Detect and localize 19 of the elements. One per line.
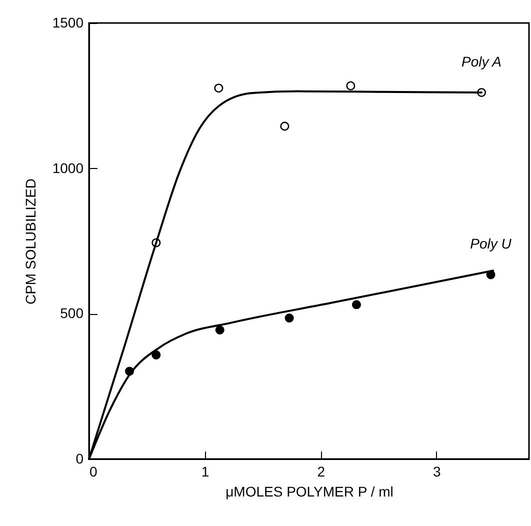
y-tick-label: 1500	[52, 14, 84, 30]
point	[280, 122, 290, 131]
y-axis-title: CPM SOLUBILIZED	[22, 178, 38, 305]
x-tick-label: 3	[432, 464, 441, 480]
point	[215, 325, 224, 334]
x-tick-label: 2	[317, 464, 326, 480]
point	[284, 314, 294, 323]
series-label: Poly U	[470, 236, 512, 252]
point	[214, 84, 224, 93]
point	[152, 350, 161, 360]
point	[346, 81, 356, 90]
series-label: Poly A	[462, 53, 502, 70]
x-tick-label: 1	[201, 464, 210, 480]
point	[352, 300, 361, 310]
y-tick-label: 1000	[52, 160, 84, 176]
x-axis-title: μMOLES POLYMER P / ml	[226, 484, 394, 500]
y-tick-label: 500	[60, 305, 84, 322]
y-tick-label: 0	[76, 450, 84, 466]
x-tick-label: 0	[90, 464, 98, 480]
